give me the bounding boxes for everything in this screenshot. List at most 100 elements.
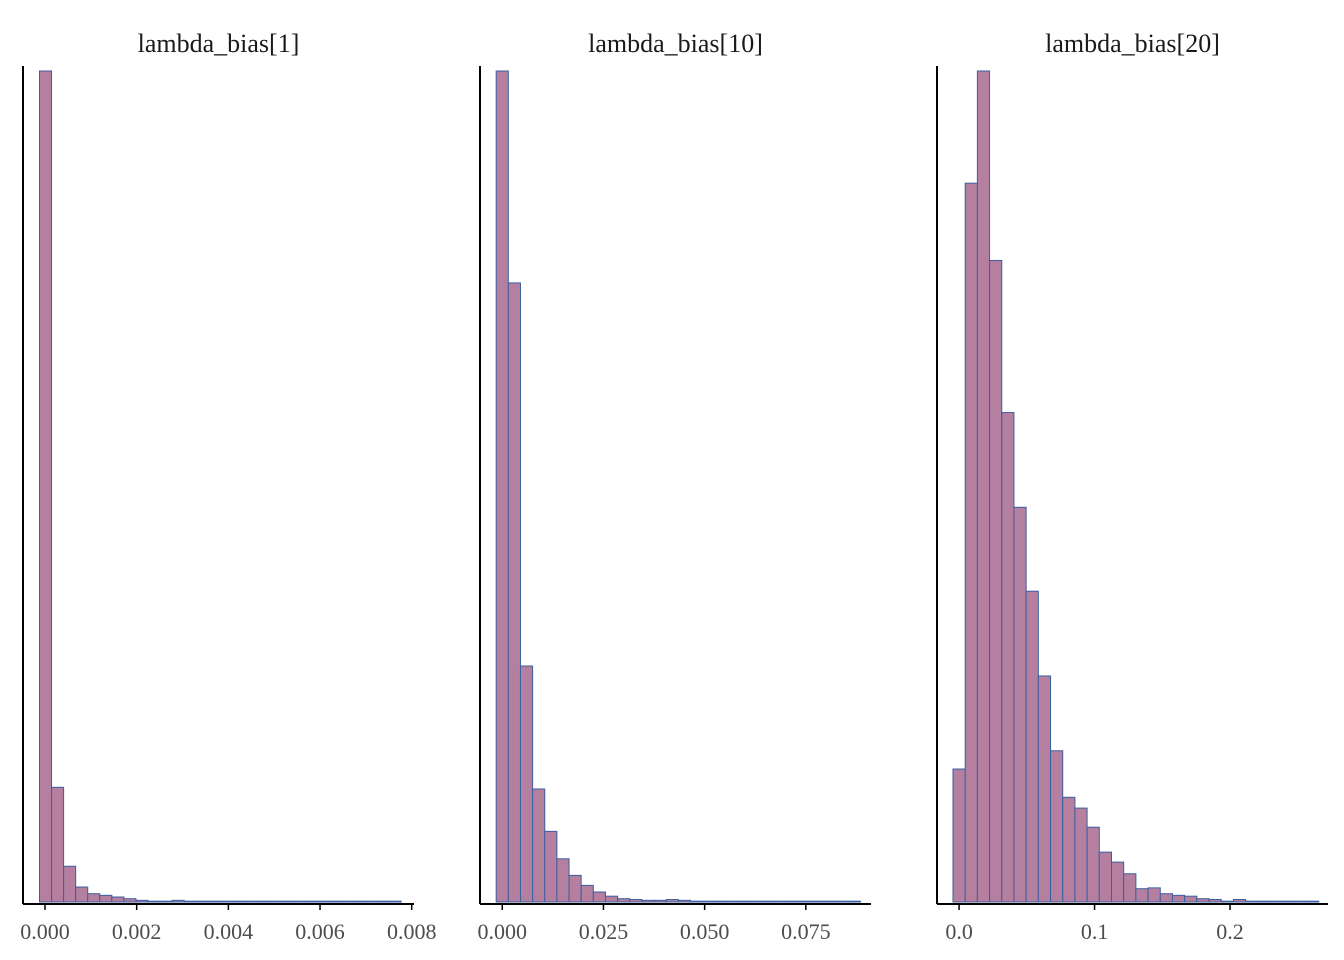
histogram-bar xyxy=(1281,900,1295,903)
histogram-panel-3: 0.0 0.1 0.2 lambda_bias[20] xyxy=(936,29,1328,944)
histogram-bar xyxy=(268,900,282,903)
x-tick-label: 0.025 xyxy=(579,919,629,944)
histogram-bar xyxy=(989,259,1003,903)
histogram-bar xyxy=(51,786,65,903)
histogram-bar xyxy=(135,899,149,903)
histogram-bar xyxy=(665,899,679,903)
x-tick-label: 0.008 xyxy=(387,919,437,944)
histogram-bar xyxy=(123,898,137,903)
histogram-bar xyxy=(653,899,667,903)
histogram-bar xyxy=(256,900,270,903)
histogram-bar xyxy=(580,884,594,903)
histogram-bar xyxy=(183,900,197,903)
histogram-bar xyxy=(87,893,101,903)
x-tick-label: 0.006 xyxy=(295,919,345,944)
histogram-panel-2: 0.000 0.025 0.050 0.075 lambda_bias[10] xyxy=(478,29,871,944)
histogram-bar xyxy=(964,182,978,903)
x-tick-label: 0.075 xyxy=(781,919,831,944)
histogram-bar xyxy=(847,900,861,903)
histogram-bar xyxy=(376,900,390,903)
histogram-panel-1: 0.000 0.002 0.004 0.006 0.008 lambda_bias[1] xyxy=(20,29,436,944)
histogram-bar xyxy=(1220,900,1234,903)
histogram-bar xyxy=(617,898,631,903)
x-tick-label: 0.000 xyxy=(478,919,528,944)
histogram-bar xyxy=(592,891,606,903)
histogram-bar xyxy=(519,665,534,903)
histogram-bar xyxy=(207,900,221,903)
histogram-bar xyxy=(799,900,813,903)
histogram-bar xyxy=(1050,750,1064,903)
histogram-bar xyxy=(147,900,161,903)
histogram-bar xyxy=(1123,873,1137,903)
histogram-bar xyxy=(1171,894,1186,903)
histogram-bar xyxy=(677,899,691,903)
histogram-bar xyxy=(1147,887,1161,903)
histogram-bar xyxy=(1159,893,1173,903)
histogram-bar xyxy=(629,899,643,903)
x-tick-label: 0.1 xyxy=(1081,919,1109,944)
histogram-bar xyxy=(750,900,764,903)
histogram-bar xyxy=(1245,900,1259,903)
histogram-bar xyxy=(328,900,342,903)
histogram-bar xyxy=(544,830,558,903)
histogram-bar xyxy=(604,895,619,903)
histogram-bar xyxy=(243,900,258,903)
histogram-bar xyxy=(231,900,245,903)
histogram-bar xyxy=(1135,888,1149,903)
x-tick-label: 0.050 xyxy=(680,919,730,944)
histogram-bar xyxy=(702,900,716,903)
histogram-bar xyxy=(507,282,521,903)
histogram-bar xyxy=(1062,796,1076,903)
histogram-bar xyxy=(714,900,728,903)
histogram-bar xyxy=(1086,826,1100,903)
x-tick-label: 0.004 xyxy=(204,919,254,944)
histogram-bar xyxy=(1293,900,1308,903)
histogram-bar xyxy=(280,900,294,903)
histogram-bar xyxy=(568,874,582,903)
histogram-bar xyxy=(787,900,801,903)
histogram-bar xyxy=(532,788,546,903)
histogram-bar xyxy=(1013,506,1027,903)
histogram-bar xyxy=(364,900,378,903)
x-tick-label: 0.000 xyxy=(20,919,70,944)
histogram-bar xyxy=(388,900,402,903)
histogram-bar xyxy=(726,900,740,903)
histogram-bar xyxy=(738,900,752,903)
histogram-bar xyxy=(689,900,704,903)
histogram-bar xyxy=(1184,895,1198,903)
histogram-bar xyxy=(1111,861,1125,903)
histogram-bar xyxy=(1306,900,1320,903)
histogram-bar xyxy=(1098,851,1113,903)
x-tick-label: 0.0 xyxy=(945,919,973,944)
histogram-bar xyxy=(1208,899,1222,903)
histogram-bar xyxy=(340,900,354,903)
histogram-bar xyxy=(774,900,789,903)
histogram-bar xyxy=(1025,590,1039,903)
histogram-bar xyxy=(159,900,173,903)
histogram-bar xyxy=(952,768,966,903)
histogram-bar xyxy=(1196,898,1210,903)
x-tick-label: 0.2 xyxy=(1216,919,1244,944)
histogram-bar xyxy=(39,70,53,903)
panel-title: lambda_bias[20] xyxy=(1045,29,1220,58)
histogram-bar xyxy=(835,900,849,903)
histogram-bar xyxy=(219,900,233,903)
histogram-bar xyxy=(976,70,991,903)
histogram-bar xyxy=(195,900,209,903)
histogram-bar xyxy=(292,900,306,903)
histogram-bar xyxy=(99,894,113,903)
histogram-bar xyxy=(641,899,655,903)
histogram-bar xyxy=(811,900,825,903)
histogram-bar xyxy=(1001,412,1015,903)
histogram-bar xyxy=(1232,899,1247,903)
histogram-bar xyxy=(762,900,776,903)
histogram-bar xyxy=(63,865,77,903)
histogram-bar xyxy=(495,70,509,903)
histogram-bar xyxy=(111,896,125,903)
histogram-bar xyxy=(171,899,185,903)
histogram-bar xyxy=(823,900,837,903)
panel-title: lambda_bias[10] xyxy=(588,29,763,58)
histogram-bar xyxy=(75,886,89,903)
histogram-bar xyxy=(556,858,570,903)
